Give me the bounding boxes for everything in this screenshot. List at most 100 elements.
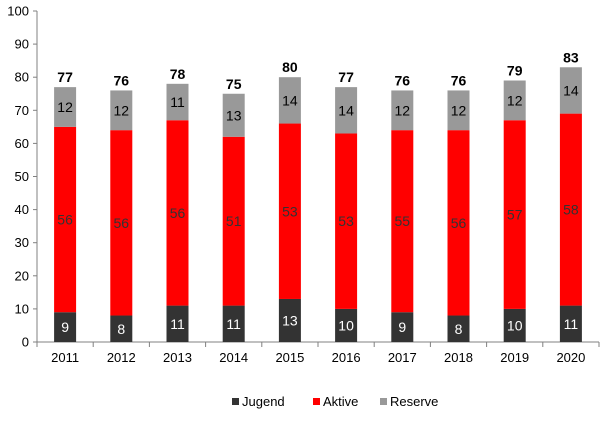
bar-jugend: [503, 308, 526, 342]
x-tick-label: 2012: [107, 350, 136, 365]
bar-aktive: [166, 120, 189, 306]
bar-aktive: [559, 113, 582, 306]
bar-label-reserve: 12: [451, 102, 467, 118]
bar-label-reserve: 14: [338, 102, 354, 118]
bar-jugend: [54, 312, 77, 342]
bar-total-label: 77: [338, 69, 354, 85]
bar-label-jugend: 11: [170, 316, 185, 332]
y-tick-label: 30: [15, 235, 29, 250]
bar-aktive: [278, 123, 301, 299]
bar-label-aktive: 58: [563, 202, 579, 218]
bar-label-jugend: 8: [117, 321, 125, 337]
bar-total-label: 79: [507, 63, 523, 79]
bar-label-jugend: 10: [338, 317, 354, 333]
bar-total-label: 83: [563, 49, 579, 65]
bar-jugend: [559, 305, 582, 342]
bar-label-reserve: 12: [507, 92, 523, 108]
bar-label-reserve: 12: [395, 102, 411, 118]
x-tick-label: 2015: [275, 350, 304, 365]
bar-label-reserve: 13: [226, 107, 242, 123]
bar-label-aktive: 56: [451, 215, 467, 231]
bar-label-reserve: 12: [57, 99, 73, 115]
bar-label-reserve: 14: [563, 82, 579, 98]
y-tick-label: 70: [15, 103, 29, 118]
bar-jugend: [166, 305, 189, 342]
bar-label-aktive: 56: [114, 215, 130, 231]
bar-label-jugend: 13: [282, 312, 298, 328]
bar-label-jugend: 9: [61, 319, 69, 335]
bar-aktive: [54, 126, 77, 313]
x-tick-label: 2016: [332, 350, 361, 365]
bar-label-reserve: 14: [282, 92, 298, 108]
legend-label-jugend: Jugend: [242, 394, 285, 409]
legend-label-aktive: Aktive: [323, 394, 358, 409]
bar-label-jugend: 9: [398, 319, 406, 335]
x-tick-label: 2020: [556, 350, 585, 365]
bar-label-reserve: 12: [114, 102, 130, 118]
y-tick-label: 10: [15, 301, 29, 316]
x-tick-label: 2011: [51, 350, 79, 365]
bar-total-label: 76: [114, 72, 130, 88]
bar-label-jugend: 8: [455, 321, 463, 337]
x-tick-label: 2019: [500, 350, 529, 365]
bar-label-aktive: 53: [338, 213, 354, 229]
y-tick-label: 40: [15, 202, 29, 217]
bar-label-aktive: 56: [57, 212, 73, 228]
bar-total-label: 77: [57, 69, 73, 85]
legend: Jugend Aktive Reserve: [232, 394, 438, 409]
bar-label-jugend: 11: [226, 316, 241, 332]
bar-label-aktive: 56: [170, 205, 186, 221]
y-axis: 0 10 20 30 40 50 60 70 80 90 100: [7, 4, 38, 350]
bar-reserve: [447, 90, 470, 131]
bar-reserve: [335, 87, 358, 134]
y-tick-label: 90: [15, 37, 29, 52]
x-tick-label: 2017: [388, 350, 417, 365]
bar-label-aktive: 55: [395, 213, 411, 229]
bar-total-label: 76: [395, 72, 411, 88]
bar-reserve: [391, 90, 414, 131]
bar-label-jugend: 11: [564, 316, 579, 332]
y-tick-label: 100: [7, 4, 29, 19]
y-tick-label: 0: [22, 335, 29, 350]
x-axis: 2011 2012 2013 2014 2015 2016 2017 2018 2019 2020: [36, 341, 600, 365]
bar-jugend: [222, 305, 245, 342]
x-tick-label: 2018: [444, 350, 473, 365]
legend-swatch-reserve: [380, 398, 387, 405]
bar-jugend: [447, 315, 470, 342]
bar-total-label: 75: [226, 76, 242, 92]
bar-reserve: [278, 77, 301, 124]
bar-reserve: [503, 80, 526, 121]
bar-reserve: [110, 90, 133, 131]
x-tick-label: 2014: [219, 350, 248, 365]
y-tick-label: 60: [15, 136, 29, 151]
bar-jugend: [278, 298, 301, 342]
bar-jugend: [335, 308, 358, 342]
bars: 9 56 12 77 8 56 12 76 11 56 11 78 11 51 13 75 13 53 14 80 10…: [54, 49, 582, 342]
bar-label-reserve: 11: [170, 94, 185, 110]
bar-aktive: [222, 136, 245, 306]
bar-label-aktive: 51: [226, 213, 242, 229]
bar-reserve: [559, 67, 582, 114]
bar-jugend: [110, 315, 133, 342]
bar-total-label: 80: [282, 59, 298, 75]
bar-jugend: [391, 312, 414, 342]
bar-total-label: 78: [170, 66, 186, 82]
bar-label-aktive: 57: [507, 207, 523, 223]
bar-aktive: [335, 133, 358, 309]
bar-aktive: [503, 120, 526, 309]
legend-label-reserve: Reserve: [390, 394, 438, 409]
legend-swatch-aktive: [313, 398, 320, 405]
y-tick-label: 80: [15, 70, 29, 85]
bar-reserve: [54, 87, 77, 127]
legend-swatch-jugend: [232, 398, 239, 405]
bar-label-aktive: 53: [282, 203, 298, 219]
y-tick-label: 50: [15, 169, 29, 184]
bar-aktive: [391, 130, 414, 313]
bar-total-label: 76: [451, 72, 467, 88]
bar-label-jugend: 10: [507, 317, 523, 333]
x-tick-label: 2013: [163, 350, 192, 365]
bar-aktive: [110, 130, 133, 316]
y-tick-label: 20: [15, 268, 29, 283]
